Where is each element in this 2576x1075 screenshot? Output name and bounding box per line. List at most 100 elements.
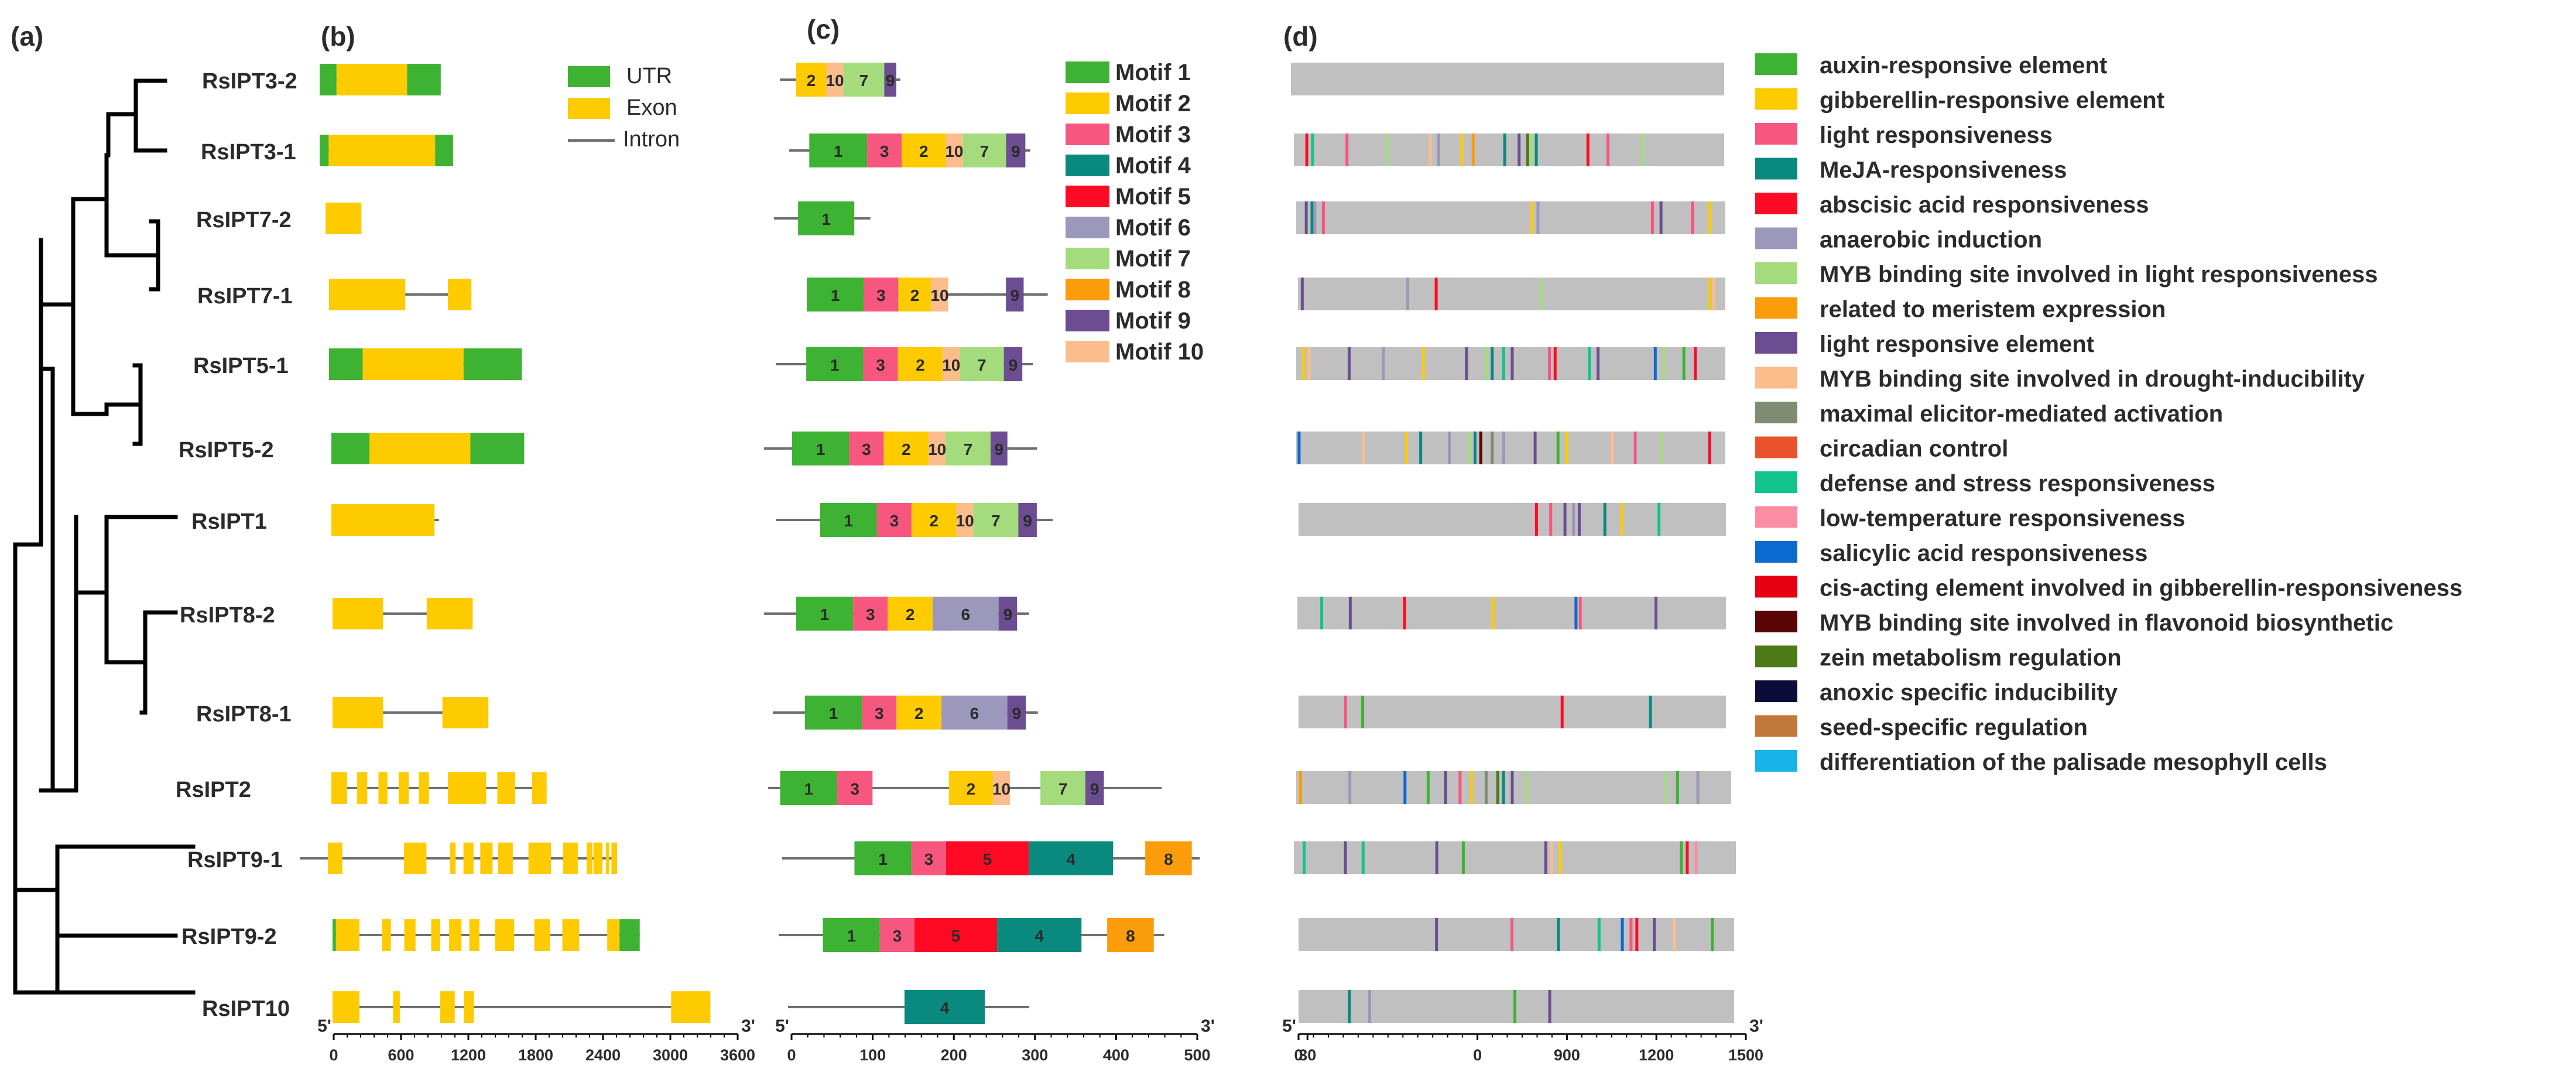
motif-number: 9 xyxy=(1010,286,1020,304)
motif-3-box xyxy=(853,597,888,631)
motif-2-box xyxy=(911,503,957,537)
motif-number: 9 xyxy=(1023,512,1032,530)
cis-legend-label: related to meristem expression xyxy=(1820,297,2166,323)
cis-element-mark xyxy=(1708,201,1711,234)
cis-element-mark xyxy=(1708,278,1711,310)
exon-box xyxy=(563,843,578,874)
motif-2-box xyxy=(883,432,929,465)
cis-legend-swatch xyxy=(1755,262,1797,284)
cis-element-mark xyxy=(1510,347,1514,380)
axis_b-tick-label: 600 xyxy=(388,1046,414,1064)
cis-element-mark xyxy=(1385,133,1389,166)
motif-number: 5 xyxy=(983,850,992,868)
motif-2-box xyxy=(896,696,942,730)
cis-element-mark xyxy=(1686,841,1689,874)
axis_d-tick-label: 1500 xyxy=(1728,1046,1763,1064)
axis_d-tick-label: 0 xyxy=(1473,1046,1482,1064)
exon-box xyxy=(336,64,407,95)
motif-number: 1 xyxy=(816,440,825,458)
panel-label-a: (a) xyxy=(11,21,43,52)
cis-legend-label: zein metabolism regulation xyxy=(1820,645,2122,671)
motif-number: 7 xyxy=(977,356,986,374)
motif-1-box xyxy=(792,432,849,465)
exon-box xyxy=(431,919,440,951)
motif-number: 1 xyxy=(844,512,853,530)
exon-box xyxy=(329,279,406,310)
motif-5-box xyxy=(914,918,998,952)
exon-box xyxy=(419,772,429,804)
exon-legend-swatch xyxy=(568,98,610,119)
cis-element-mark xyxy=(1550,841,1553,874)
cis-element-mark xyxy=(1711,918,1714,951)
cis-element-mark xyxy=(1447,432,1451,464)
cis-element-mark xyxy=(1297,432,1301,464)
cis-element-mark xyxy=(1470,771,1474,804)
cis-element-mark xyxy=(1620,503,1623,536)
cis-legend-swatch xyxy=(1755,123,1797,145)
motif-3-box xyxy=(864,278,899,311)
cis-element-mark xyxy=(1597,918,1601,951)
motif-number: 7 xyxy=(980,142,989,160)
motif-number: 10 xyxy=(992,780,1010,798)
cis-element-mark xyxy=(1560,696,1564,728)
cis-element-mark xyxy=(1382,347,1385,380)
utr-box xyxy=(329,348,363,380)
gene-label-rsipt5-1: RsIPT5-1 xyxy=(193,354,289,378)
motif-3-box xyxy=(862,696,897,730)
cis-element-mark xyxy=(1565,432,1568,464)
motif-10-box xyxy=(946,133,963,167)
cis-element-mark xyxy=(1629,918,1633,951)
exon-box xyxy=(335,919,359,951)
exon-box xyxy=(593,843,603,874)
cis-element-mark xyxy=(1549,503,1553,536)
cis-element-mark xyxy=(1650,201,1654,234)
motif-1-box xyxy=(854,841,912,875)
cis-legend-label: gibberellin-responsive element xyxy=(1820,88,2164,114)
exon-legend-label: Exon xyxy=(626,95,677,120)
cis-element-mark xyxy=(1419,432,1423,464)
utr-box xyxy=(470,433,525,464)
motif-number: 10 xyxy=(945,142,963,160)
cis-element-mark xyxy=(1444,771,1447,804)
motif-10-legend-label: Motif 10 xyxy=(1115,339,1204,365)
motif-7-box xyxy=(843,63,885,97)
promoter-bar xyxy=(1294,133,1724,166)
motif-1-box xyxy=(809,133,868,167)
motif-6-box xyxy=(933,597,999,631)
exon-box xyxy=(393,991,400,1023)
axis_b-tick-label: 3000 xyxy=(653,1046,688,1064)
cis-legend-label: MYB binding site involved in light respo… xyxy=(1820,262,2378,287)
exon-box xyxy=(464,991,474,1023)
promoter-bar xyxy=(1291,63,1724,95)
motif-number: 2 xyxy=(919,142,929,160)
utr-box xyxy=(463,348,522,380)
motif-6-legend-label: Motif 6 xyxy=(1115,215,1191,241)
gene-label-rsipt9-1: RsIPT9-1 xyxy=(187,848,283,872)
gene-label-rsipt9-2: RsIPT9-2 xyxy=(181,925,277,949)
motif-6-legend-swatch xyxy=(1066,217,1109,238)
cis-element-mark xyxy=(1348,771,1352,804)
cis-legend-label: cis-acting element involved in gibberell… xyxy=(1820,576,2462,601)
axis_c-tick-label: 300 xyxy=(1022,1046,1048,1064)
motif-3-legend-label: Motif 3 xyxy=(1115,122,1191,148)
cis-element-mark xyxy=(1406,278,1409,310)
motif-5-box xyxy=(946,841,1029,875)
axis_c-tick-label: 500 xyxy=(1184,1046,1210,1064)
intron-legend-label: Intron xyxy=(623,127,680,152)
exon-box xyxy=(562,919,580,951)
motif-7-legend-label: Motif 7 xyxy=(1115,246,1191,272)
cis-legend-label: anaerobic induction xyxy=(1820,227,2042,253)
cis-element-mark xyxy=(1680,841,1683,874)
exon-box xyxy=(447,279,472,310)
cis-legend-swatch xyxy=(1755,645,1797,667)
axis_d-tick-label: 30 xyxy=(1299,1046,1316,1064)
cis-legend-swatch xyxy=(1755,227,1797,249)
motif-3-legend-swatch xyxy=(1066,124,1109,145)
motif-4-box xyxy=(997,918,1082,952)
motif-number: 1 xyxy=(834,142,843,160)
cis-element-mark xyxy=(1348,990,1351,1023)
cis-element-mark xyxy=(1460,133,1464,166)
axis_d-tick-label: 1200 xyxy=(1639,1046,1674,1064)
cis-element-mark xyxy=(1468,432,1471,464)
gene-label-rsipt8-1: RsIPT8-1 xyxy=(196,702,292,727)
